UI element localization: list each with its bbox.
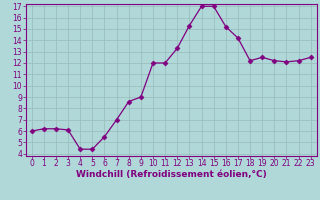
X-axis label: Windchill (Refroidissement éolien,°C): Windchill (Refroidissement éolien,°C) xyxy=(76,170,267,179)
